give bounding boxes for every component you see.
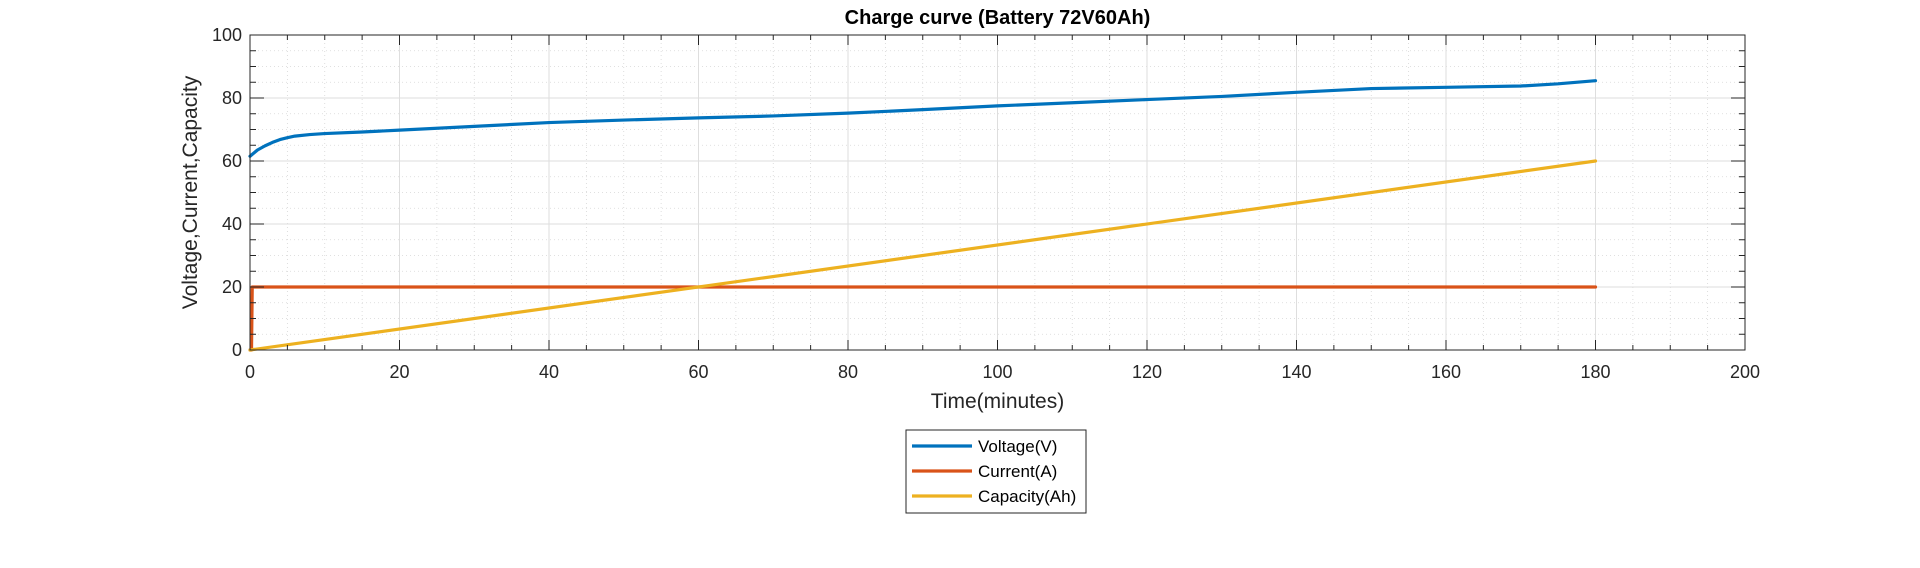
y-tick-label: 20: [222, 277, 242, 297]
legend: Voltage(V) Current(A) Capacity(Ah): [905, 429, 1087, 514]
x-tick-label: 140: [1281, 362, 1311, 382]
x-tick-label: 160: [1431, 362, 1461, 382]
x-tick-label: 180: [1580, 362, 1610, 382]
ticks: 0 20 40 60 80 100 120 140 160 180 200 0 20 40 60 80 100: [212, 25, 1760, 382]
x-tick-label: 80: [838, 362, 858, 382]
series-line-capacity-ah: [248, 159, 1598, 352]
y-tick-label: 100: [212, 25, 242, 45]
y-tick-label: 60: [222, 151, 242, 171]
x-tick-label: 60: [688, 362, 708, 382]
chart-title: Charge curve (Battery 72V60Ah): [845, 7, 1151, 29]
legend-entry: Capacity(Ah): [978, 487, 1076, 506]
x-axis-label: Time(minutes): [931, 390, 1064, 413]
x-tick-label: 20: [389, 362, 409, 382]
x-tick-label: 0: [245, 362, 255, 382]
legend-entry: Voltage(V): [978, 437, 1057, 456]
x-tick-label: 100: [982, 362, 1012, 382]
legend-entry: Current(A): [978, 462, 1057, 481]
y-tick-label: 80: [222, 88, 242, 108]
x-tick-label: 40: [539, 362, 559, 382]
series-line-voltage-v: [248, 79, 1598, 158]
y-tick-label: 40: [222, 214, 242, 234]
y-tick-label: 0: [232, 340, 242, 360]
x-tick-label: 120: [1132, 362, 1162, 382]
y-axis-label: Voltage,Current,Capacity: [179, 75, 202, 309]
x-tick-label: 200: [1730, 362, 1760, 382]
